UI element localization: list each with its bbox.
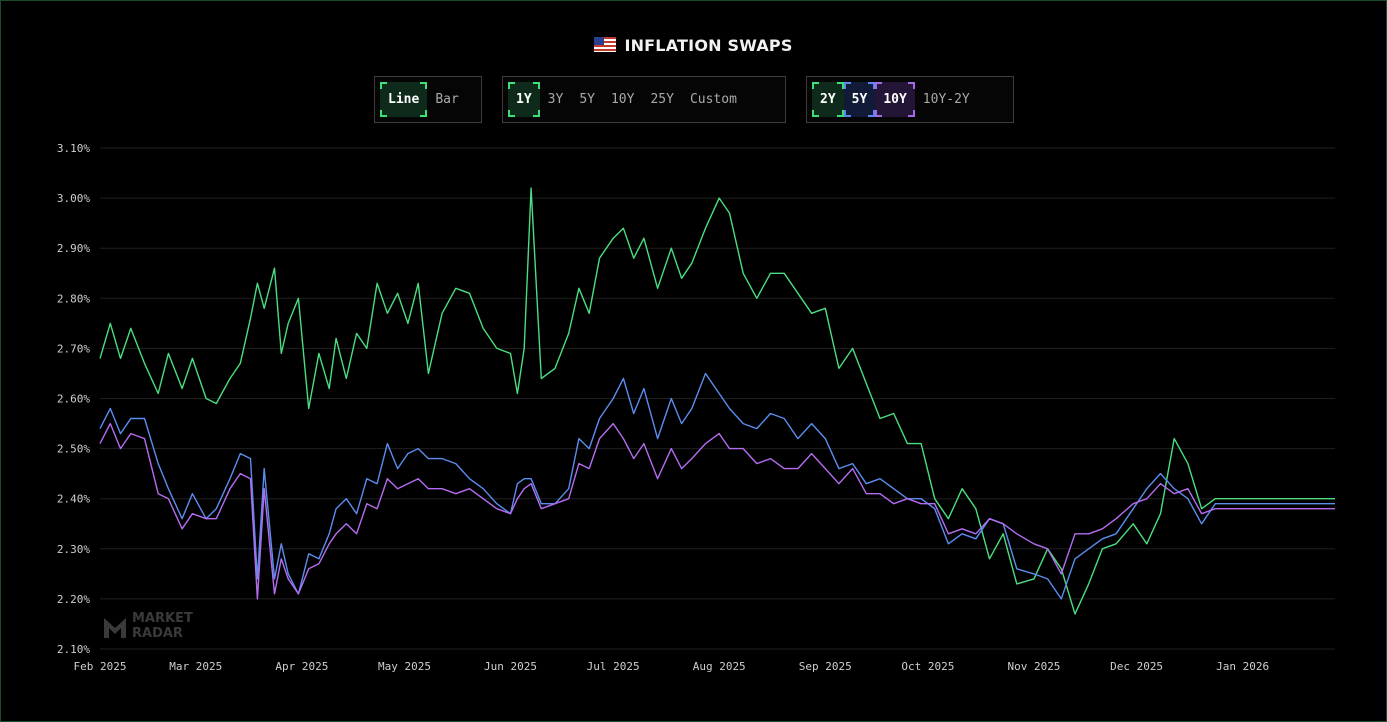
series-10y-button[interactable]: 10Y	[875, 82, 915, 117]
y-tick-label: 2.30%	[57, 543, 90, 556]
series-10y-2y-label: 10Y-2Y	[922, 92, 970, 107]
x-tick-label: Aug 2025	[693, 660, 746, 673]
series-10y-label: 10Y	[883, 92, 907, 107]
bar-button-label: Bar	[435, 92, 459, 107]
bar-button[interactable]: Bar	[427, 82, 466, 117]
market-radar-logo-icon	[104, 618, 126, 638]
title-text: INFLATION SWAPS	[624, 36, 793, 55]
x-tick-label: Dec 2025	[1110, 660, 1163, 673]
range-10y-label: 10Y	[610, 92, 635, 107]
y-tick-label: 2.80%	[57, 292, 90, 305]
range-1y-button[interactable]: 1Y	[508, 82, 540, 117]
y-tick-label: 2.70%	[57, 342, 90, 355]
x-tick-label: Oct 2025	[901, 660, 954, 673]
range-toggle: 1Y 3Y 5Y 10Y 25Y Custom	[502, 76, 786, 123]
x-tick-label: May 2025	[378, 660, 431, 673]
range-3y-button[interactable]: 3Y	[540, 82, 572, 117]
range-25y-label: 25Y	[650, 92, 674, 107]
series-10y-2y-button[interactable]: 10Y-2Y	[915, 82, 978, 117]
range-3y-label: 3Y	[547, 92, 564, 107]
y-tick-label: 2.10%	[57, 643, 90, 656]
series-line-2y	[99, 187, 1335, 615]
watermark-line2: RADAR	[132, 626, 183, 641]
range-1y-label: 1Y	[516, 92, 532, 107]
range-custom-label: Custom	[689, 92, 737, 107]
x-tick-label: Feb 2025	[74, 660, 127, 673]
series-2y-button[interactable]: 2Y	[812, 82, 844, 117]
series-5y-label: 5Y	[851, 92, 868, 107]
series-line-5y	[99, 372, 1335, 600]
y-tick-label: 2.60%	[57, 393, 90, 406]
series-2y-label: 2Y	[820, 92, 836, 107]
range-5y-button[interactable]: 5Y	[571, 82, 603, 117]
line-button[interactable]: Line	[380, 82, 428, 117]
line-button-label: Line	[388, 92, 420, 107]
watermark-line1: MARKET	[132, 611, 193, 626]
range-5y-label: 5Y	[579, 92, 595, 107]
y-tick-label: 2.90%	[57, 242, 90, 255]
series-5y-button[interactable]: 5Y	[843, 82, 876, 117]
x-tick-label: Jul 2025	[587, 660, 640, 673]
y-tick-label: 3.00%	[57, 192, 90, 205]
x-tick-label: Jan 2026	[1216, 660, 1269, 673]
y-tick-label: 2.40%	[57, 493, 90, 506]
range-10y-button[interactable]: 10Y	[603, 82, 642, 117]
x-tick-label: Sep 2025	[799, 660, 852, 673]
series-toggle: 2Y 5Y 10Y 10Y-2Y	[806, 76, 1014, 123]
y-tick-label: 2.20%	[57, 593, 90, 606]
range-custom-button[interactable]: Custom	[682, 82, 745, 117]
chart-type-toggle: Line Bar	[374, 76, 482, 123]
us-flag-icon	[594, 37, 617, 52]
x-tick-label: Apr 2025	[275, 660, 328, 673]
y-tick-label: 3.10%	[57, 142, 90, 155]
series-line-10y	[99, 422, 1335, 600]
range-25y-button[interactable]: 25Y	[642, 82, 681, 117]
page-title: INFLATION SWAPS	[0, 36, 1387, 55]
x-tick-label: Nov 2025	[1007, 660, 1060, 673]
y-tick-label: 2.50%	[57, 443, 90, 456]
x-tick-label: Jun 2025	[484, 660, 537, 673]
x-tick-label: Mar 2025	[169, 660, 222, 673]
